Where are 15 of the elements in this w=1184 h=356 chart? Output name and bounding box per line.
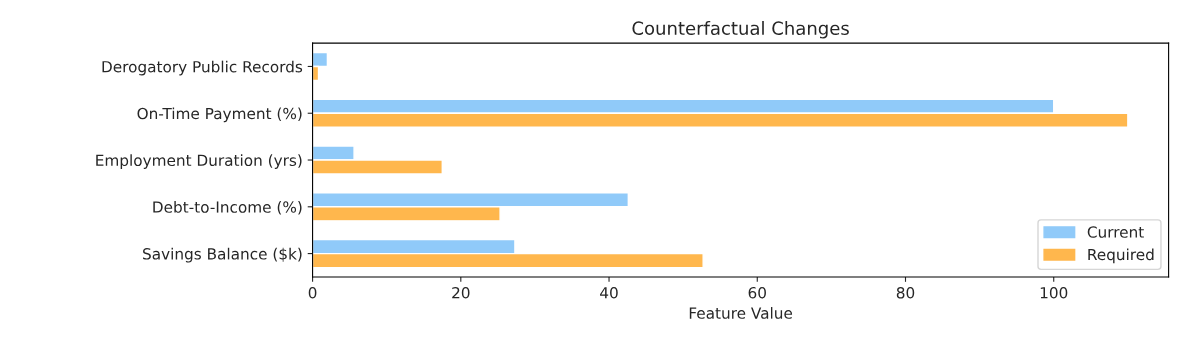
x-tick-label: 0 [308, 286, 317, 299]
y-tick-label: Savings Balance ($k) [143, 247, 302, 263]
x-tick-label: 20 [452, 286, 470, 299]
x-tick-label: 80 [896, 286, 915, 299]
y-tick-label: Derogatory Public Records [102, 60, 303, 76]
y-tick-label: Debt-to-Income (%) [153, 201, 302, 215]
legend-label: Required [1088, 248, 1154, 264]
y-tick-label: Employment Duration (yrs) [96, 154, 302, 169]
x-tick-label: 40 [600, 286, 618, 299]
x-tick-label: 60 [748, 286, 766, 299]
legend-label: Current [1087, 226, 1144, 238]
x-tick-label: 100 [1040, 286, 1068, 299]
x-axis-title: Feature Value [689, 307, 793, 319]
chart-title: Counterfactual Changes [632, 21, 849, 39]
y-tick-label: On-Time Payment (%) [137, 107, 302, 123]
